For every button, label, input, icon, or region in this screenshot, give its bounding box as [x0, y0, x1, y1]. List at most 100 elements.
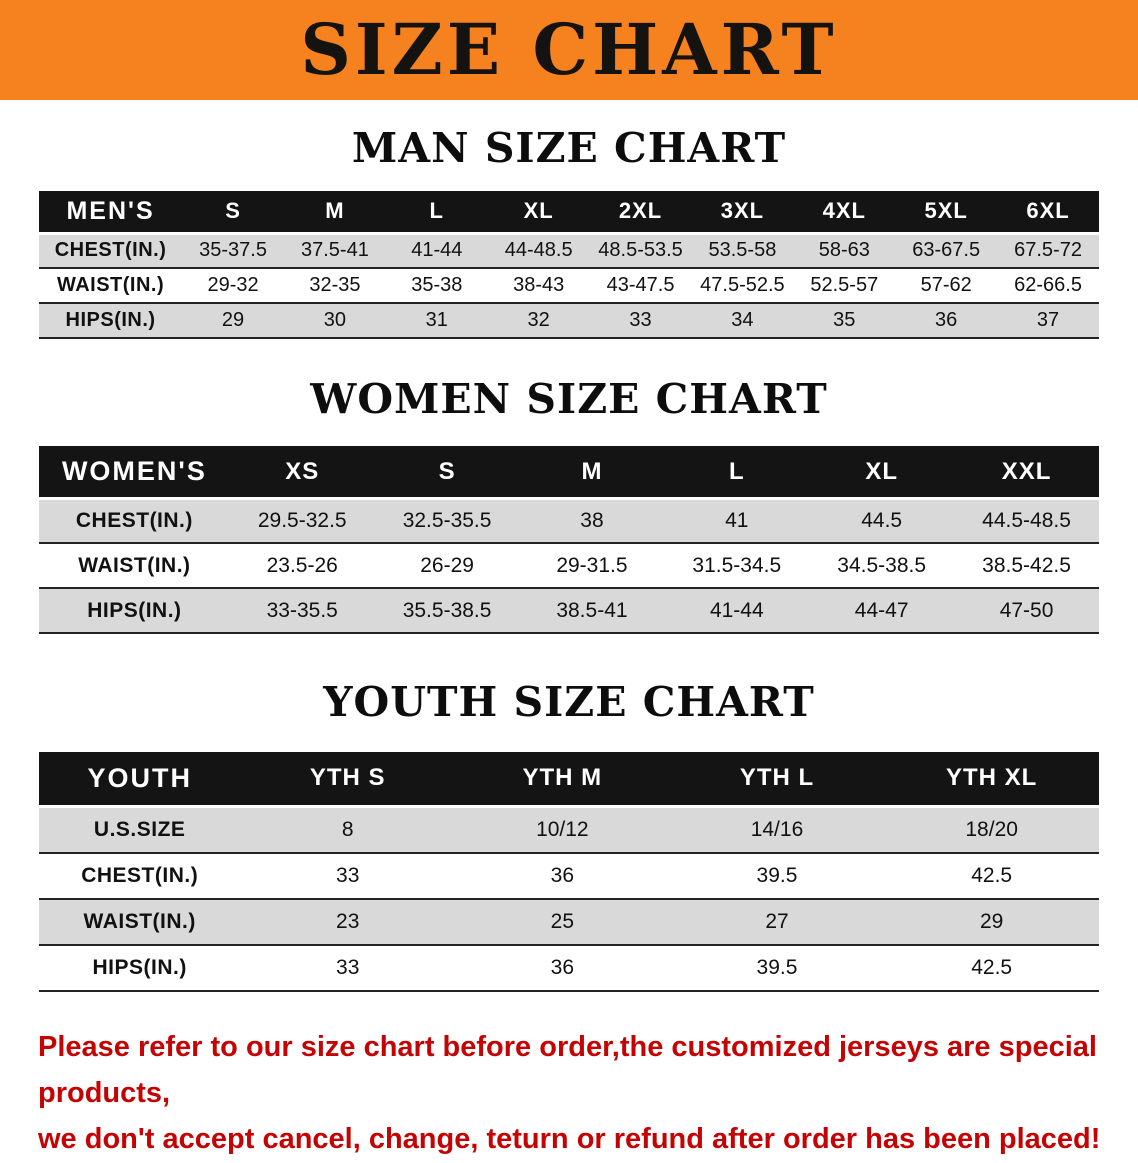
table-row: HIPS(IN.) 29 30 31 32 33 34 35 36 37: [39, 303, 1099, 340]
size-value-cell: 52.5-57: [793, 268, 896, 305]
size-column-header: YTH S: [240, 751, 456, 809]
size-value-cell: 39.5: [669, 852, 885, 900]
size-value-cell: 38.5-42.5: [954, 543, 1099, 590]
size-value-cell: 33: [589, 303, 692, 340]
page-title: SIZE CHART: [300, 8, 838, 91]
size-value-cell: 47-50: [954, 588, 1099, 635]
size-value-cell: 41-44: [664, 588, 810, 635]
size-value-cell: 32.5-35.5: [374, 498, 520, 545]
table-row: HIPS(IN.) 33-35.5 35.5-38.5 38.5-41 41-44 44-…: [39, 588, 1099, 635]
size-column-header: S: [182, 191, 284, 235]
size-value-cell: 25: [455, 898, 670, 946]
size-column-header: XL: [809, 446, 955, 500]
size-value-cell: 29-32: [182, 268, 284, 305]
size-column-header: XXL: [954, 446, 1099, 500]
size-value-cell: 62-66.5: [997, 268, 1099, 305]
row-label-cell: HIPS(IN.): [39, 588, 230, 635]
row-label-cell: HIPS(IN.): [39, 303, 183, 340]
youth-section: YOUTH SIZE CHART YOUTH YTH S YTH M YTH L YTH…: [0, 678, 1138, 992]
size-value-cell: 44.5-48.5: [954, 498, 1099, 545]
row-label-cell: CHEST(IN.): [39, 852, 241, 900]
size-column-header: L: [664, 446, 810, 500]
table-row: U.S.SIZE 8 10/12 14/16 18/20: [39, 806, 1099, 854]
size-value-cell: 39.5: [669, 944, 885, 992]
size-value-cell: 32: [487, 303, 590, 340]
table-row: HIPS(IN.) 33 36 39.5 42.5: [39, 944, 1099, 992]
size-value-cell: 44.5: [809, 498, 955, 545]
size-column-header: YTH L: [669, 751, 885, 809]
size-value-cell: 33-35.5: [229, 588, 375, 635]
table-row: CHEST(IN.) 29.5-32.5 32.5-35.5 38 41 44.5 44.5…: [39, 498, 1099, 545]
size-value-cell: 36: [455, 944, 670, 992]
size-value-cell: 31: [385, 303, 488, 340]
table-row: WAIST(IN.) 23 25 27 29: [39, 898, 1099, 946]
disclaimer-line-1: Please refer to our size chart before or…: [38, 1030, 1097, 1109]
size-value-cell: 32-35: [283, 268, 386, 305]
size-value-cell: 35-37.5: [182, 233, 284, 270]
size-value-cell: 31.5-34.5: [664, 543, 810, 590]
table-title-cell: YOUTH: [39, 751, 241, 809]
youth-section-heading: YOUTH SIZE CHART: [323, 678, 815, 727]
size-value-cell: 33: [240, 944, 456, 992]
size-value-cell: 41: [664, 498, 810, 545]
table-header-row: MEN'S S M L XL 2XL 3XL 4XL 5XL 6XL: [39, 191, 1099, 235]
size-value-cell: 8: [240, 806, 456, 854]
size-value-cell: 41-44: [385, 233, 488, 270]
size-value-cell: 44-47: [809, 588, 955, 635]
table-row: WAIST(IN.) 29-32 32-35 35-38 38-43 43-47.5 47.…: [39, 268, 1099, 305]
size-value-cell: 23: [240, 898, 456, 946]
size-value-cell: 29-31.5: [519, 543, 665, 590]
size-value-cell: 18/20: [884, 806, 1099, 854]
table-row: WAIST(IN.) 23.5-26 26-29 29-31.5 31.5-34.5 34…: [39, 543, 1099, 590]
men-section-heading: MAN SIZE CHART: [351, 124, 787, 172]
size-column-header: M: [519, 446, 665, 500]
size-value-cell: 63-67.5: [895, 233, 998, 270]
banner: SIZE CHART: [0, 0, 1138, 100]
table-title-cell: MEN'S: [39, 191, 183, 235]
size-value-cell: 26-29: [374, 543, 520, 590]
row-label-cell: HIPS(IN.): [39, 944, 241, 992]
size-value-cell: 23.5-26: [229, 543, 375, 590]
size-value-cell: 44-48.5: [487, 233, 590, 270]
women-size-table: WOMEN'S XS S M L XL XXL CHEST(IN.) 29.5-32.5 32.5…: [39, 446, 1099, 635]
size-value-cell: 29: [884, 898, 1099, 946]
size-column-header: YTH M: [455, 751, 670, 809]
size-value-cell: 37.5-41: [283, 233, 386, 270]
size-value-cell: 14/16: [669, 806, 885, 854]
size-column-header: M: [283, 191, 386, 235]
size-value-cell: 38.5-41: [519, 588, 665, 635]
table-header-row: WOMEN'S XS S M L XL XXL: [39, 446, 1099, 500]
size-value-cell: 34: [691, 303, 794, 340]
men-size-table: MEN'S S M L XL 2XL 3XL 4XL 5XL 6XL CHEST(IN.) 35-37…: [39, 191, 1099, 340]
size-value-cell: 48.5-53.5: [589, 233, 692, 270]
size-value-cell: 42.5: [884, 944, 1099, 992]
size-value-cell: 34.5-38.5: [809, 543, 955, 590]
size-value-cell: 10/12: [455, 806, 670, 854]
size-value-cell: 37: [997, 303, 1099, 340]
size-column-header: XS: [229, 446, 375, 500]
size-column-header: YTH XL: [884, 751, 1099, 809]
row-label-cell: WAIST(IN.): [39, 898, 241, 946]
table-header-row: YOUTH YTH S YTH M YTH L YTH XL: [39, 751, 1099, 809]
size-value-cell: 58-63: [793, 233, 896, 270]
size-value-cell: 36: [455, 852, 670, 900]
row-label-cell: CHEST(IN.): [39, 498, 230, 545]
size-value-cell: 38-43: [487, 268, 590, 305]
size-column-header: S: [374, 446, 520, 500]
disclaimer-line-2: we don't accept cancel, change, teturn o…: [38, 1123, 1101, 1156]
size-value-cell: 30: [283, 303, 386, 340]
size-value-cell: 53.5-58: [691, 233, 794, 270]
size-value-cell: 42.5: [884, 852, 1099, 900]
size-value-cell: 27: [669, 898, 885, 946]
size-value-cell: 29.5-32.5: [229, 498, 375, 545]
size-value-cell: 29: [182, 303, 284, 340]
size-value-cell: 67.5-72: [997, 233, 1099, 270]
table-title-cell: WOMEN'S: [39, 446, 230, 500]
size-value-cell: 36: [895, 303, 998, 340]
row-label-cell: WAIST(IN.): [39, 268, 183, 305]
size-column-header: 2XL: [589, 191, 692, 235]
table-row: CHEST(IN.) 35-37.5 37.5-41 41-44 44-48.5 48.5…: [39, 233, 1099, 270]
row-label-cell: U.S.SIZE: [39, 806, 241, 854]
men-section: MAN SIZE CHART MEN'S S M L XL 2XL 3XL 4XL 5XL 6XL…: [0, 124, 1138, 340]
